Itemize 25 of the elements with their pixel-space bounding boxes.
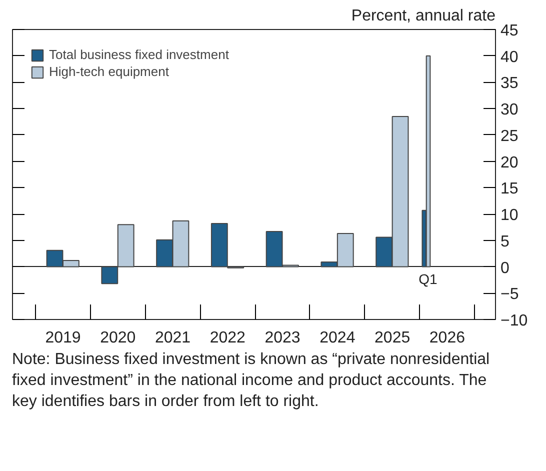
x-tick-label: 2022 [210,330,246,346]
text: Note: Business fixed investment is known as “private nonresidential fixed investment” in the national income and product accounts. The key identifies bars in order from left to right. [12,350,491,412]
y-tick-label: 35 [500,75,518,92]
y-tick-label: −5 [500,286,519,304]
annotation: Q1 [418,270,438,287]
y-tick-label: 5 [500,233,510,250]
y-tick-label: 25 [500,128,518,145]
legend-label: High-tech equipment [49,64,169,79]
y-tick-label: −10 [500,312,528,330]
y-tick-label: 45 [500,22,518,40]
x-tick-label: 2019 [45,330,81,346]
x-tick-label: 2020 [100,330,136,346]
y-tick-label: 10 [500,207,518,224]
x-tick-label: 2026 [429,330,466,346]
x-tick-label: 2021 [154,330,191,346]
legend-label: Total business fixed investment [49,47,229,62]
x-tick-label: 2023 [264,330,300,346]
y-tick-label: 30 [500,102,518,119]
y-tick-label: 0 [500,260,510,277]
y-tick-label: 15 [500,180,518,198]
x-tick-label: 2025 [374,330,410,346]
y-tick-label: 20 [500,154,518,172]
y-tick-label: 40 [500,48,518,66]
x-tick-label: 2024 [320,330,356,346]
y-axis-title: Percent, annual rate [351,8,496,24]
